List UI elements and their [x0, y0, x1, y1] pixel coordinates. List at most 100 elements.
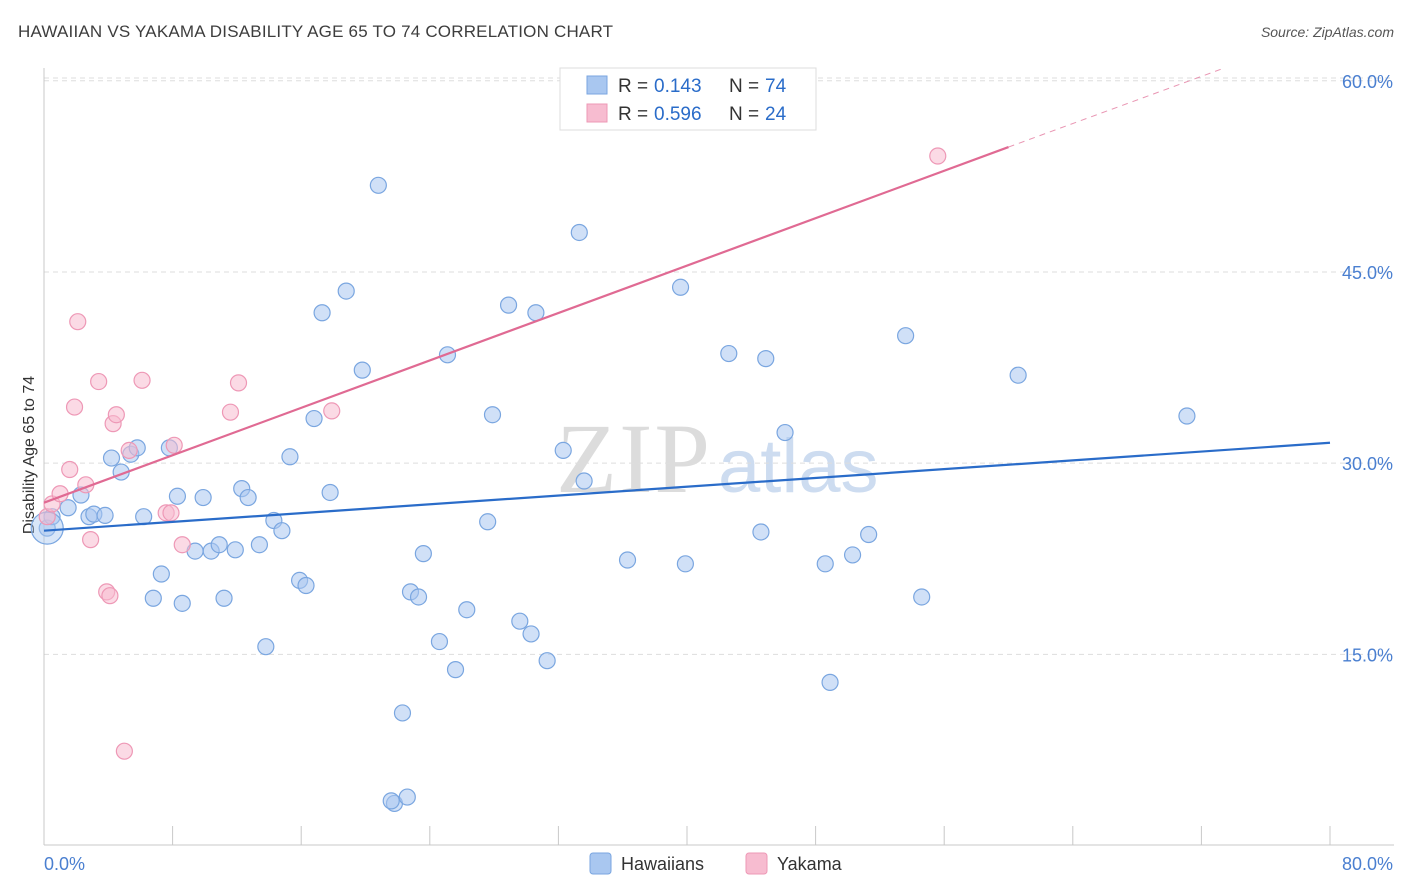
series-legend: Hawaiians Yakama: [589, 852, 843, 875]
hawaiians-point-22: [226, 541, 244, 559]
legend-r-label-1: R =: [618, 76, 648, 97]
hawaiians-point-64: [816, 555, 834, 573]
hawaiians-point-39: [393, 704, 412, 722]
hawaiians-point-70: [1009, 366, 1027, 384]
hawaiians-point-54: [554, 441, 572, 460]
yakama-trend-line: [43, 146, 1009, 504]
x-tick-labels: 0.0% 80.0%: [44, 854, 1393, 874]
correlation-legend: R = 0.143 N = 74 R = 0.596 N = 24: [559, 67, 817, 131]
hawaiians-point-72: [382, 792, 400, 810]
legend-r-value-1: 0.143: [654, 76, 702, 97]
yakama-point-15: [133, 371, 151, 389]
hawaiians-point-24: [239, 488, 257, 507]
yakama-point-12: [107, 406, 125, 424]
hawaiians-point-6: [96, 506, 114, 525]
series-hawaiians: [30, 176, 1196, 813]
hawaiians-point-61: [752, 523, 770, 541]
yakama-point-22: [323, 402, 341, 420]
yakama-point-20: [221, 403, 240, 421]
y-tick-label-1: 30.0%: [1342, 454, 1393, 474]
hawaiians-point-46: [458, 601, 476, 619]
hawaiians-point-26: [257, 638, 275, 656]
y-tick-label-3: 60.0%: [1342, 72, 1393, 92]
hawaiians-point-47: [479, 513, 497, 531]
hawaiians-point-48: [483, 406, 502, 424]
bottom-legend-label-hawaiians: Hawaiians: [621, 854, 704, 874]
hawaiians-point-71: [1178, 407, 1196, 425]
hawaiians-point-43: [430, 632, 449, 651]
axes: [43, 68, 1394, 846]
legend-n-value-2: 24: [765, 104, 787, 125]
yakama-trend-extension: [1008, 68, 1221, 148]
hawaiians-point-25: [250, 536, 269, 554]
yakama-point-17: [162, 504, 180, 522]
hawaiians-point-33: [313, 304, 331, 322]
y-tick-label-2: 45.0%: [1342, 263, 1393, 283]
source-credit: Source: ZipAtlas.com: [1260, 24, 1394, 40]
yakama-point-3: [61, 460, 79, 479]
legend-n-label-1: N =: [729, 76, 759, 97]
yakama-point-8: [90, 372, 108, 391]
hawaiians-point-7: [102, 449, 121, 467]
trend-lines: [43, 68, 1331, 532]
yakama-point-14: [120, 441, 138, 460]
hawaiians-point-62: [757, 350, 775, 368]
yakama-point-21: [229, 374, 248, 392]
hawaiians-point-56: [575, 472, 593, 490]
hawaiians-point-50: [511, 612, 529, 630]
hawaiians-point-28: [273, 522, 291, 540]
watermark-atlas: atlas: [718, 424, 879, 509]
legend-n-value-1: 74: [765, 76, 787, 97]
yakama-point-18: [165, 436, 183, 454]
legend-swatch-yakama: [586, 103, 608, 123]
hawaiians-point-21: [215, 589, 233, 607]
hawaiians-point-16: [173, 594, 191, 612]
x-tick-label-0: 0.0%: [44, 854, 85, 874]
legend-n-label-2: N =: [729, 104, 759, 125]
hawaiians-point-31: [297, 576, 315, 595]
bottom-legend-label-yakama: Yakama: [777, 854, 843, 874]
hawaiians-point-57: [618, 551, 637, 569]
legend-r-value-2: 0.596: [654, 104, 702, 125]
hawaiians-point-15: [168, 487, 187, 505]
hawaiians-point-11: [135, 508, 153, 526]
hawaiians-point-20: [210, 536, 228, 554]
bottom-legend-swatch-hawaiians: [589, 852, 612, 875]
y-tick-labels: 15.0% 30.0% 45.0% 60.0%: [1342, 72, 1393, 666]
hawaiians-point-73: [398, 788, 416, 806]
hawaiians-point-42: [414, 545, 432, 563]
hawaiians-point-45: [446, 661, 465, 679]
hawaiians-point-2: [59, 499, 77, 517]
hawaiians-point-29: [281, 448, 299, 466]
bottom-legend-swatch-yakama: [745, 852, 768, 875]
hawaiians-point-35: [337, 282, 355, 300]
hawaiians-point-32: [305, 409, 323, 428]
series-yakama: [38, 147, 947, 760]
hawaiians-point-34: [321, 483, 339, 502]
hawaiians-point-49: [499, 296, 518, 314]
yakama-point-13: [115, 742, 133, 760]
watermark-zip: ZIP: [556, 403, 712, 514]
legend-swatch-hawaiians: [586, 75, 608, 95]
chart-title: HAWAIIAN VS YAKAMA DISABILITY AGE 65 TO …: [18, 22, 614, 41]
yakama-point-19: [173, 536, 191, 554]
hawaiians-point-63: [776, 423, 794, 442]
hawaiians-point-55: [570, 223, 588, 242]
hawaiians-point-41: [409, 588, 428, 606]
y-tick-label-0: 15.0%: [1342, 645, 1393, 665]
yakama-point-4: [65, 398, 84, 416]
hawaiians-point-60: [720, 344, 738, 363]
hawaiians-trend-line: [43, 441, 1331, 532]
hawaiians-point-59: [676, 555, 694, 573]
yakama-point-23: [929, 147, 947, 165]
hawaiians-point-69: [913, 588, 931, 606]
hawaiians-point-68: [897, 327, 915, 345]
yakama-point-7: [82, 531, 100, 549]
yakama-point-5: [69, 313, 87, 331]
y-axis-label: Disability Age 65 to 74: [21, 376, 38, 534]
hawaiians-point-51: [522, 625, 540, 643]
hawaiians-point-58: [671, 278, 690, 296]
hawaiians-point-37: [369, 176, 387, 194]
hawaiians-point-13: [152, 565, 170, 583]
